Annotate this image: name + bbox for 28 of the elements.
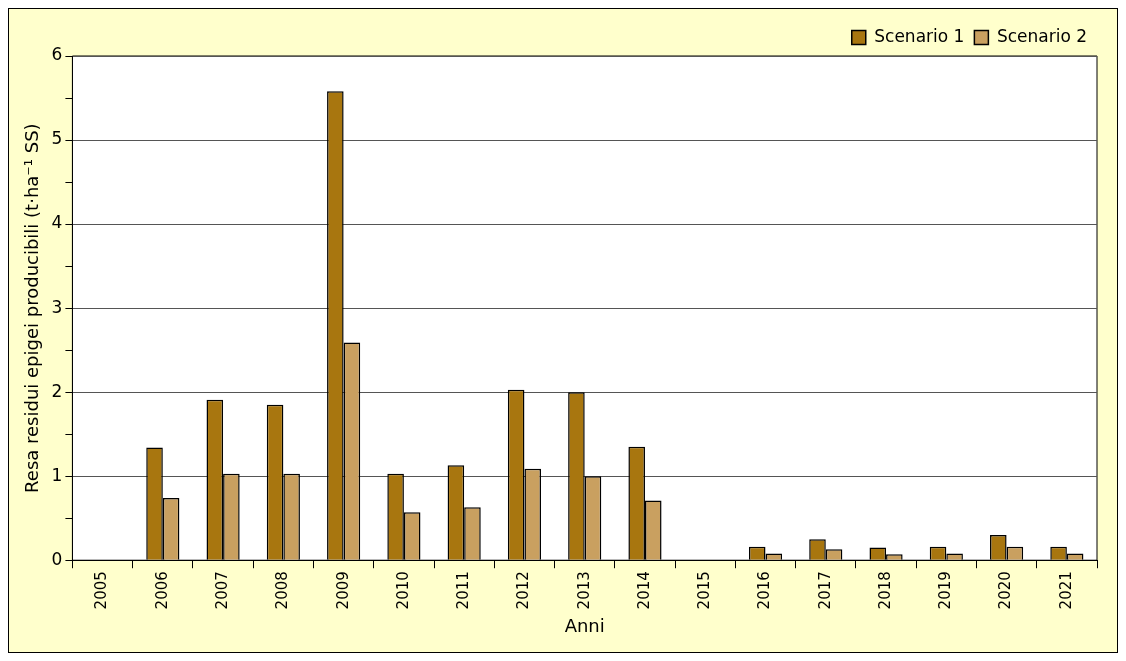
x-tick-label: 2007	[212, 571, 231, 610]
x-tick-label: 2011	[454, 571, 473, 610]
x-tick-label: 2013	[574, 571, 593, 610]
y-tick-label: 0	[51, 548, 63, 569]
x-tick-label: 2020	[996, 571, 1015, 610]
x-tick-label: 2010	[393, 571, 412, 610]
x-tick-label: 2016	[755, 571, 774, 610]
x-tick-label: 2015	[695, 571, 714, 610]
x-tick-label: 2019	[936, 571, 955, 610]
x-tick-label: 2012	[514, 571, 533, 610]
y-tick-label: 6	[51, 44, 63, 65]
x-tick-label: 2009	[333, 571, 352, 610]
legend-label: Scenario 2	[996, 25, 1087, 46]
x-tick-label: 2006	[152, 571, 171, 610]
x-tick-label: 2014	[634, 571, 653, 610]
y-tick-label: 1	[51, 464, 63, 485]
x-tick-label: 2005	[92, 571, 111, 610]
legend-label: Scenario 1	[874, 25, 965, 46]
x-tick-label: 2017	[815, 571, 834, 610]
x-tick-label: 2008	[273, 571, 292, 610]
x-axis-title: Anni	[564, 614, 605, 636]
x-tick-label: 2018	[875, 571, 894, 610]
y-tick-label: 5	[51, 128, 63, 149]
y-tick-label: 3	[51, 296, 63, 317]
y-tick-label: 4	[51, 212, 63, 233]
y-tick-label: 2	[51, 380, 63, 401]
y-axis-title: Resa residui epigei producibili (t·ha⁻¹ SS)	[21, 123, 43, 493]
x-tick-label: 2021	[1056, 571, 1075, 610]
